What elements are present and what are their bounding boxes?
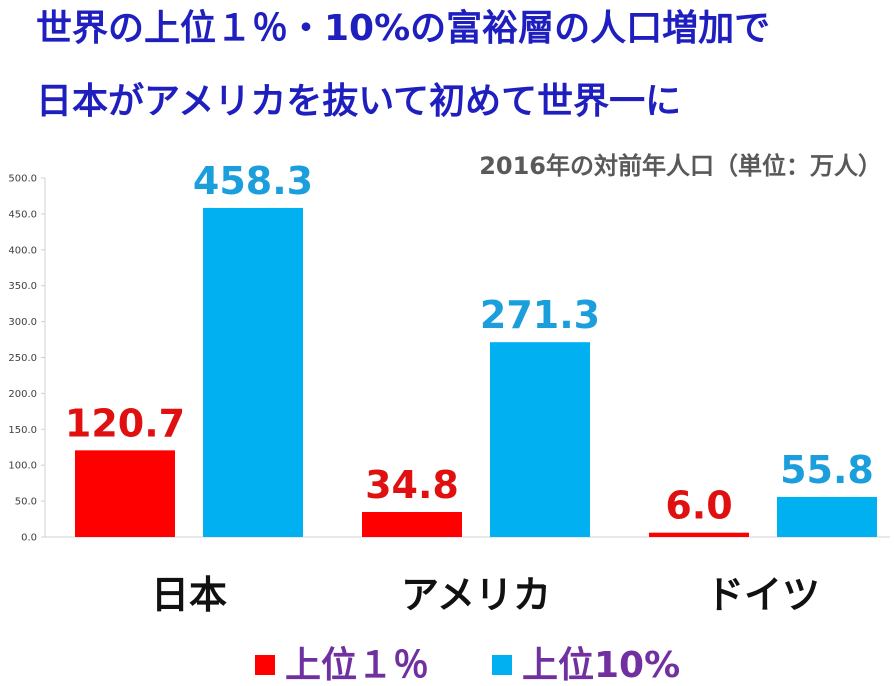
x-tick-label: 日本	[151, 573, 227, 617]
chart-title: 世界の上位１％・10%の富裕層の人口増加で	[36, 7, 770, 49]
data-label: 55.8	[780, 448, 874, 492]
bar-top1-0	[75, 450, 175, 537]
data-label: 120.7	[65, 401, 185, 445]
category-labels: 日本 アメリカ ドイツ	[151, 573, 820, 617]
y-tick-label: 400.0	[8, 245, 37, 256]
bar-top10-0	[203, 207, 303, 537]
legend-swatch	[492, 655, 512, 675]
legend-label: 上位10%	[522, 645, 680, 686]
chart-title-line2: 日本がアメリカを抜いて初めて世界一に	[36, 81, 681, 122]
x-tick-label: ドイツ	[706, 573, 820, 617]
y-axis: 0.0 50.0 100.0 150.0 200.0 250.0 300.0 350.0 400…	[8, 174, 890, 544]
legend-swatch	[255, 655, 275, 675]
bar-top10-1	[490, 342, 590, 537]
legend-label: 上位１％	[285, 645, 429, 686]
data-label: 458.3	[193, 159, 313, 203]
x-tick-label: アメリカ	[401, 573, 551, 617]
bars	[75, 207, 877, 537]
y-tick-label: 200.0	[8, 389, 37, 400]
data-label: 6.0	[665, 484, 732, 528]
bar-top1-2	[649, 532, 749, 537]
y-tick-label: 100.0	[8, 461, 37, 472]
y-tick-label: 250.0	[8, 353, 37, 364]
y-tick-label: 0.0	[21, 533, 37, 544]
y-tick-label: 150.0	[8, 425, 37, 436]
value-labels: 120.7 458.3 34.8 271.3 6.0 55.8	[65, 159, 874, 528]
y-tick-label: 450.0	[8, 209, 37, 220]
y-tick-label: 50.0	[15, 497, 37, 508]
y-tick-label: 350.0	[8, 281, 37, 292]
data-label: 34.8	[365, 463, 459, 507]
data-label: 271.3	[480, 293, 600, 337]
bar-top1-1	[362, 512, 462, 537]
y-tick-label: 500.0	[8, 174, 37, 185]
y-tick-label: 300.0	[8, 317, 37, 328]
chart-subtitle: 2016年の対前年人口（単位：万人）	[479, 152, 882, 180]
legend: 上位１％ 上位10%	[255, 645, 680, 686]
bar-top10-2	[777, 496, 877, 537]
